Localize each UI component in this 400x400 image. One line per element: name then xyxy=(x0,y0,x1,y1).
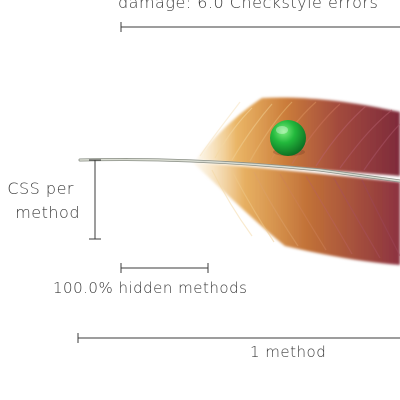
feather-shaft xyxy=(78,157,400,183)
top-dimension-line xyxy=(120,22,400,32)
method-count-dimension xyxy=(77,333,400,343)
feather-lower-barbs xyxy=(211,169,400,259)
status-ball xyxy=(270,120,306,156)
method-count-label: 1 method xyxy=(250,343,327,361)
hidden-methods-label: 100.0% hidden methods xyxy=(53,279,248,297)
css-per-method-bracket xyxy=(89,159,101,240)
feather-lower-vane xyxy=(192,162,400,265)
hidden-methods-dimension xyxy=(120,263,209,273)
css-per-method-label-line2: method xyxy=(15,203,80,222)
feather-upper-barbs xyxy=(199,101,400,171)
css-per-method-label-line1: CSS per xyxy=(7,179,74,198)
damage-label: damage: 6.0 Checkstyle errors xyxy=(118,0,379,12)
